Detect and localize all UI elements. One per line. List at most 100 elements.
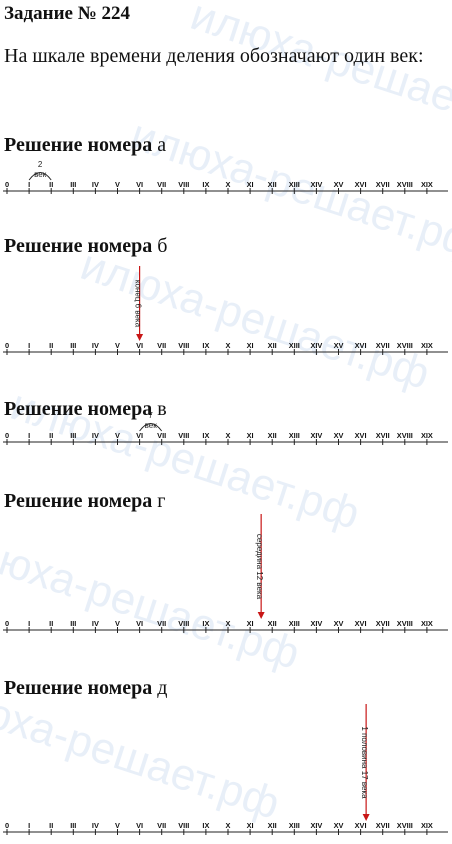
tick-label: XI	[247, 821, 254, 830]
tick-label: II	[49, 341, 53, 350]
tick-label: V	[115, 431, 120, 440]
solution-heading-a: Решение номера а	[4, 134, 166, 157]
tick-label: I	[28, 180, 30, 189]
solution-label: Решение номера	[4, 398, 153, 420]
century-arc	[28, 172, 52, 181]
tick-label: VII	[157, 821, 166, 830]
timeline-d: 0 I II III IV V VI VII VIII IX X XI XII XIII XIV XV XVI X…	[3, 704, 448, 835]
tick-label: VI	[136, 341, 143, 350]
solution-heading-d: Решение номера д	[4, 677, 167, 700]
tick-label: II	[49, 821, 53, 830]
arc-top-text: 7	[148, 411, 153, 420]
tick-label: VII	[157, 341, 166, 350]
tick-label: XIII	[289, 341, 300, 350]
tick-label: I	[28, 341, 30, 350]
tick-label: IV	[92, 180, 99, 189]
tick-label: VII	[157, 180, 166, 189]
tick-label: III	[70, 821, 76, 830]
tick-label: XIX	[421, 341, 433, 350]
tick-label: III	[70, 341, 76, 350]
tick-label: XI	[247, 341, 254, 350]
tick-label: X	[226, 180, 231, 189]
arc-bottom-text: век	[34, 170, 47, 179]
tick-label: I	[28, 431, 30, 440]
tick-label: II	[49, 619, 53, 628]
tick-label: XIII	[289, 180, 300, 189]
tick-label: XVIII	[397, 180, 413, 189]
solution-label: Решение номера	[4, 134, 153, 156]
tick-label: XVII	[376, 619, 390, 628]
tick-label: X	[226, 619, 231, 628]
tick-label: VIII	[178, 821, 189, 830]
tick-label: XVI	[355, 341, 367, 350]
tick-label: XVIII	[397, 821, 413, 830]
tick-label: IV	[92, 619, 99, 628]
tick-label: XV	[334, 431, 344, 440]
tick-label: VI	[136, 180, 143, 189]
tick-label: XV	[334, 341, 344, 350]
watermark: илюха-решает.рф	[184, 0, 452, 149]
tick-label: VIII	[178, 619, 189, 628]
solution-label: Решение номера	[4, 235, 153, 257]
tick-label: XI	[247, 619, 254, 628]
tick-label: III	[70, 619, 76, 628]
tick-label: XIV	[310, 180, 322, 189]
tick-label: V	[115, 180, 120, 189]
tick-label: I	[28, 619, 30, 628]
marker-text: конец 6 века	[134, 280, 143, 328]
tick-label: VIII	[178, 341, 189, 350]
tick-label: 0	[5, 341, 9, 350]
solution-heading-v: Решение номера в	[4, 398, 167, 421]
solution-letter: в	[157, 398, 167, 420]
tick-label: II	[49, 180, 53, 189]
tick-label: IX	[202, 619, 209, 628]
tick-label: XIV	[310, 341, 322, 350]
timeline-v: 0 I II III IV V VI VII VIII IX X XI XII XIII XIV XV XVI X…	[3, 411, 448, 445]
tick-label: XI	[247, 180, 254, 189]
solution-letter: б	[157, 235, 168, 257]
tick-label: XIX	[421, 821, 433, 830]
tick-label: X	[226, 341, 231, 350]
tick-label: XIII	[289, 619, 300, 628]
solution-heading-b: Решение номера б	[4, 235, 167, 258]
tick-label: V	[115, 619, 120, 628]
tick-label: IV	[92, 341, 99, 350]
tick-label: IV	[92, 821, 99, 830]
tick-label: XIX	[421, 180, 433, 189]
marker-arrow-head	[362, 814, 370, 821]
tick-label: III	[70, 431, 76, 440]
tick-label: XVI	[355, 619, 367, 628]
tick-label: 0	[5, 180, 9, 189]
tick-label: IX	[202, 180, 209, 189]
tick-label: XVI	[355, 821, 367, 830]
tick-label: XVIII	[397, 431, 413, 440]
tick-label: VI	[136, 821, 143, 830]
tick-label: XIV	[310, 431, 322, 440]
solution-label: Решение номера	[4, 490, 153, 512]
tick-label: 0	[5, 431, 9, 440]
tick-label: IX	[202, 821, 209, 830]
marker-text: середина 12 века	[255, 534, 264, 600]
marker-text: 1 половина 17 века	[360, 726, 369, 799]
tick-label: XII	[268, 821, 277, 830]
solution-heading-g: Решение номера г	[4, 490, 165, 513]
marker-arrow-head	[257, 612, 265, 619]
tick-label: 0	[5, 619, 9, 628]
tick-label: III	[70, 180, 76, 189]
century-arc	[139, 423, 163, 432]
tick-label: XIII	[289, 431, 300, 440]
page-title: Задание № 224	[4, 3, 131, 24]
tick-label: XV	[334, 821, 344, 830]
tick-label: XV	[334, 180, 344, 189]
tick-label: VIII	[178, 180, 189, 189]
tick-label: XVIII	[397, 619, 413, 628]
tick-label: XIV	[310, 821, 322, 830]
tick-label: V	[115, 821, 120, 830]
tick-label: X	[226, 431, 231, 440]
tick-label: VI	[136, 619, 143, 628]
solution-label: Решение номера	[4, 677, 153, 699]
tick-label: XIII	[289, 821, 300, 830]
arc-bottom-text: век	[145, 421, 158, 430]
tick-label: IV	[92, 431, 99, 440]
tick-label: VII	[157, 619, 166, 628]
